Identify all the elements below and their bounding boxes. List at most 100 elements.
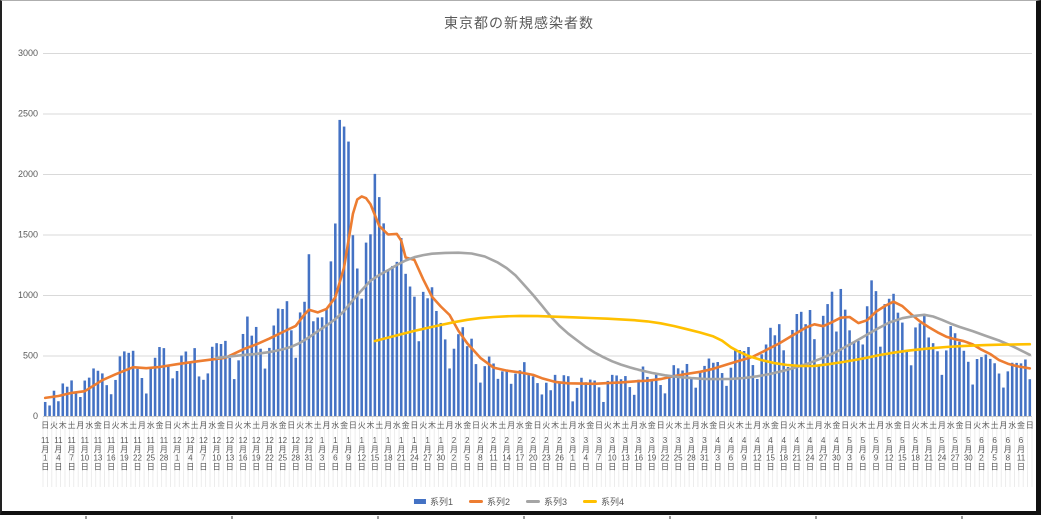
bar[interactable] <box>224 340 227 416</box>
bar[interactable] <box>663 393 667 416</box>
bar[interactable] <box>351 235 355 416</box>
bar[interactable] <box>43 401 47 416</box>
bar[interactable] <box>457 334 460 416</box>
bar[interactable] <box>1024 359 1027 416</box>
bar[interactable] <box>386 270 390 416</box>
bar[interactable] <box>92 368 95 416</box>
bar[interactable] <box>140 378 144 416</box>
bar[interactable] <box>685 363 689 416</box>
bar[interactable] <box>496 378 500 416</box>
bar[interactable] <box>514 373 517 416</box>
bar[interactable] <box>197 376 201 416</box>
bar[interactable] <box>136 368 139 416</box>
bar[interactable] <box>373 173 377 416</box>
legend-item-系列2[interactable]: 系列2 <box>468 495 510 508</box>
bar[interactable] <box>799 311 803 416</box>
bar[interactable] <box>777 324 781 416</box>
bar[interactable] <box>782 350 785 416</box>
bar[interactable] <box>887 298 891 416</box>
bar[interactable] <box>580 377 583 416</box>
bar[interactable] <box>523 362 526 416</box>
bar[interactable] <box>237 360 240 416</box>
bar[interactable] <box>729 367 733 416</box>
bar[interactable] <box>61 383 65 416</box>
bar[interactable] <box>984 354 988 416</box>
bar[interactable] <box>246 316 249 416</box>
bar[interactable] <box>865 306 869 416</box>
bar[interactable] <box>742 351 746 416</box>
bar[interactable] <box>259 348 262 416</box>
bar[interactable] <box>153 357 157 416</box>
bar[interactable] <box>228 357 232 416</box>
bar[interactable] <box>483 366 487 416</box>
bar[interactable] <box>118 356 122 416</box>
bar[interactable] <box>417 341 421 416</box>
bar[interactable] <box>312 321 315 416</box>
bar[interactable] <box>606 380 610 416</box>
bar[interactable] <box>408 286 412 416</box>
bar[interactable] <box>360 298 363 416</box>
bar[interactable] <box>725 385 728 416</box>
bar[interactable] <box>835 331 838 416</box>
bar[interactable] <box>624 376 627 416</box>
bar[interactable] <box>131 350 135 416</box>
bar[interactable] <box>637 379 640 416</box>
bar[interactable] <box>958 341 961 416</box>
bar[interactable] <box>268 347 271 416</box>
bar[interactable] <box>641 366 645 416</box>
bar[interactable] <box>263 368 267 416</box>
bar[interactable] <box>966 361 970 416</box>
legend-item-系列3[interactable]: 系列3 <box>526 495 567 508</box>
bar[interactable] <box>980 357 983 416</box>
legend[interactable]: 系列1 系列2 系列3 系列4 <box>413 495 624 508</box>
bar[interactable] <box>250 335 254 416</box>
bar[interactable] <box>184 351 188 416</box>
bar[interactable] <box>439 322 443 416</box>
bar[interactable] <box>650 379 654 416</box>
bar[interactable] <box>571 401 574 416</box>
bar[interactable] <box>65 386 69 416</box>
bar[interactable] <box>756 378 759 416</box>
bar[interactable] <box>786 366 790 416</box>
bar[interactable] <box>448 368 451 416</box>
bar[interactable] <box>734 348 737 416</box>
bar[interactable] <box>57 401 60 416</box>
bar[interactable] <box>769 327 772 416</box>
bar[interactable] <box>219 344 223 416</box>
bar[interactable] <box>127 352 130 416</box>
bar[interactable] <box>377 197 381 416</box>
bar[interactable] <box>382 223 385 416</box>
bar[interactable] <box>584 382 588 416</box>
bar[interactable] <box>553 374 557 416</box>
bar[interactable] <box>272 325 276 416</box>
bar[interactable] <box>997 373 1001 416</box>
line-series-3[interactable] <box>215 251 1032 381</box>
bar[interactable] <box>180 355 183 417</box>
bar[interactable] <box>681 370 684 416</box>
bar[interactable] <box>962 350 966 416</box>
bar[interactable] <box>676 368 680 416</box>
bar[interactable] <box>940 374 944 416</box>
bar[interactable] <box>413 296 416 416</box>
bar[interactable] <box>202 379 205 416</box>
bar[interactable] <box>936 351 939 416</box>
bar[interactable] <box>1010 362 1014 416</box>
bar[interactable] <box>426 298 429 416</box>
bar[interactable] <box>395 261 399 416</box>
bar[interactable] <box>857 340 860 416</box>
bar[interactable] <box>254 326 258 416</box>
bar[interactable] <box>166 365 170 416</box>
bar[interactable] <box>281 309 284 416</box>
bar[interactable] <box>329 261 333 416</box>
bar[interactable] <box>298 312 302 416</box>
bar[interactable] <box>615 375 618 416</box>
bar[interactable] <box>48 405 51 416</box>
bar[interactable] <box>694 387 698 416</box>
bar[interactable] <box>672 365 676 416</box>
bar[interactable] <box>879 346 882 416</box>
legend-item-系列1[interactable]: 系列1 <box>413 495 453 508</box>
bar[interactable] <box>316 317 319 416</box>
bar[interactable] <box>659 385 662 416</box>
bar[interactable] <box>518 370 522 416</box>
bar[interactable] <box>1002 387 1005 416</box>
